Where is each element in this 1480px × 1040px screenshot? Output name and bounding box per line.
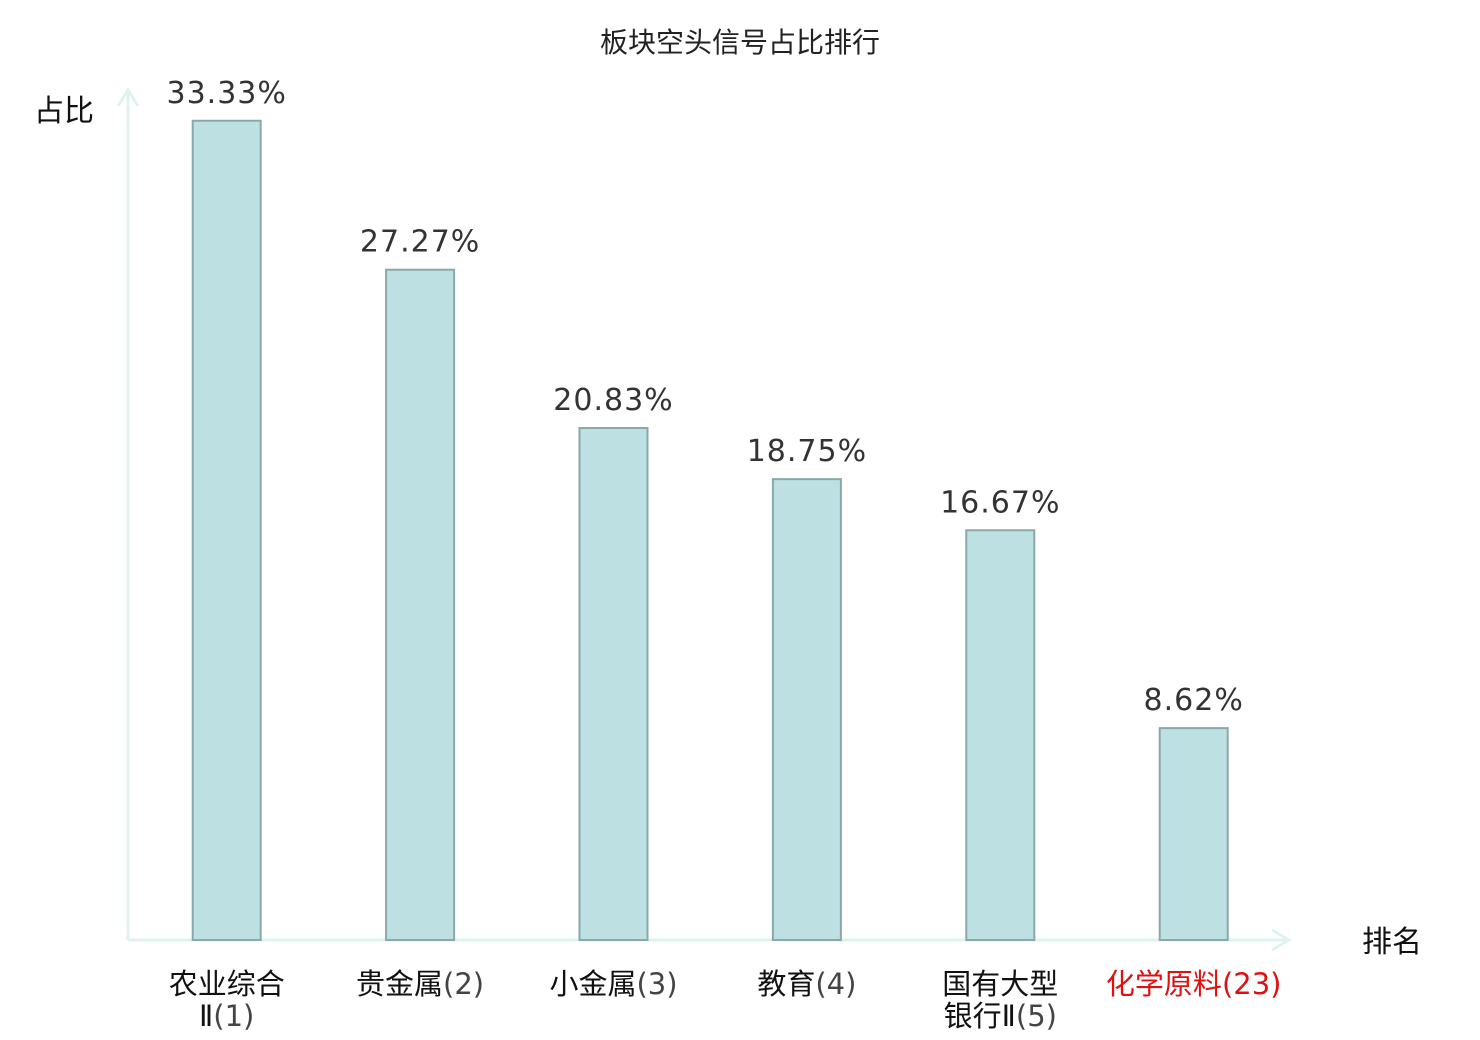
value-label: 16.67% (940, 485, 1060, 520)
value-label: 20.83% (553, 383, 673, 418)
value-label: 18.75% (747, 434, 867, 469)
category-label: 化学原料(23) (1106, 967, 1282, 1001)
bars-group (191, 119, 1229, 942)
bar (1158, 727, 1229, 942)
chart-title: 板块空头信号占比排行 (600, 26, 880, 59)
category-label: 小金属(3) (549, 967, 677, 1001)
value-label: 27.27% (360, 225, 480, 260)
x-axis-arrow (1271, 928, 1292, 952)
category-label: 国有大型 (942, 967, 1058, 1001)
value-label: 33.33% (167, 76, 287, 111)
bar (578, 427, 649, 941)
y-axis-arrow (116, 87, 140, 107)
category-rank: (2) (443, 967, 484, 1001)
bar (771, 478, 842, 941)
value-label: 8.62% (1144, 683, 1244, 718)
category-rank: (3) (636, 967, 677, 1001)
category-label: 银行Ⅱ(5) (944, 999, 1057, 1033)
category-label: 贵金属(2) (356, 967, 484, 1001)
bar (965, 529, 1036, 941)
category-label: Ⅱ(1) (199, 999, 254, 1033)
value-labels-group: 33.33% 27.27% 20.83% 18.75% 16.67% 8.62% (167, 76, 1244, 718)
category-label: 教育(4) (757, 967, 856, 1001)
category-rank: (23) (1222, 967, 1282, 1001)
category-label: 农业综合 (169, 967, 285, 1001)
category-rank: (1) (213, 999, 254, 1033)
bar (385, 268, 456, 941)
bar (191, 119, 262, 942)
y-axis-label: 占比 (34, 94, 94, 129)
category-rank: (5) (1016, 999, 1057, 1033)
category-rank: (4) (815, 967, 856, 1001)
x-axis-label: 排名 (1362, 925, 1422, 960)
